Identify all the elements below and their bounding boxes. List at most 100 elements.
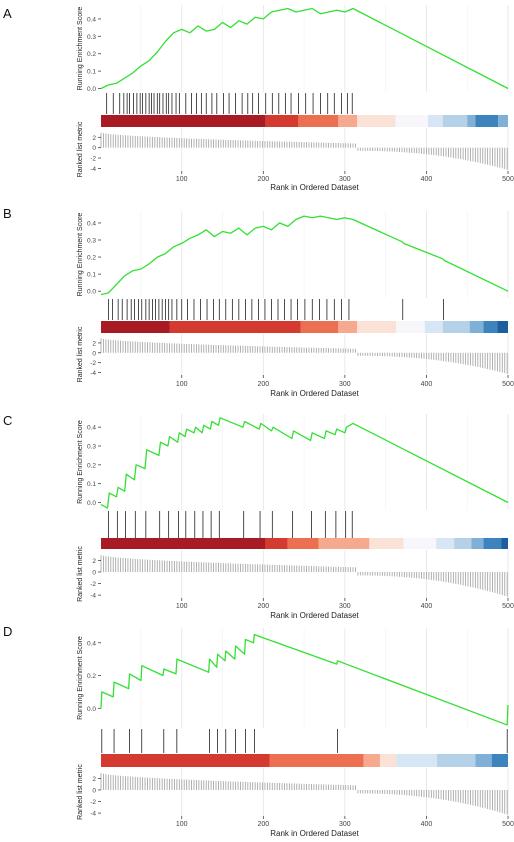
x-tick-label: 200 bbox=[257, 381, 269, 388]
y-tick-label: 0.2 bbox=[87, 255, 96, 262]
heatmap-segment bbox=[318, 538, 370, 549]
y-tick-label: 2 bbox=[92, 776, 96, 783]
heatmap-segment bbox=[497, 321, 508, 333]
heatmap-segment bbox=[265, 538, 288, 549]
x-tick-label: 400 bbox=[421, 603, 433, 610]
heatmap-segment bbox=[437, 754, 476, 767]
x-tick-label: 300 bbox=[339, 821, 351, 828]
y-tick-label: -4 bbox=[90, 593, 96, 600]
es-y-axis-label: Running Enrichment Score bbox=[77, 420, 84, 504]
x-tick-label: 400 bbox=[421, 176, 433, 183]
panel-letter: D bbox=[3, 624, 12, 639]
running-es-line bbox=[100, 7, 509, 90]
x-tick-label: 500 bbox=[502, 603, 514, 610]
panel-letter: A bbox=[3, 6, 12, 21]
y-tick-label: 0.2 bbox=[87, 462, 96, 469]
x-axis-label: Rank in Ordered Dataset bbox=[270, 389, 359, 398]
y-tick-label: -2 bbox=[90, 156, 96, 163]
heatmap-segment bbox=[101, 115, 266, 127]
heatmap-segment bbox=[483, 321, 498, 333]
heatmap-segment bbox=[442, 321, 470, 333]
es-plot-background bbox=[101, 628, 508, 728]
rank-y-axis-label: Ranked list metric bbox=[77, 546, 84, 602]
y-tick-label: -2 bbox=[90, 360, 96, 367]
x-tick-label: 500 bbox=[502, 821, 514, 828]
running-es-line bbox=[100, 633, 509, 726]
heatmap-segment bbox=[269, 754, 364, 767]
heatmap-segment bbox=[369, 538, 404, 549]
heatmap-segment bbox=[338, 321, 358, 333]
running-es-line bbox=[100, 215, 509, 296]
x-axis-label: Rank in Ordered Dataset bbox=[270, 183, 359, 192]
heatmap-segment bbox=[396, 321, 425, 333]
es-plot-background bbox=[101, 211, 508, 298]
heatmap-segment bbox=[379, 754, 397, 767]
y-tick-label: -2 bbox=[90, 581, 96, 588]
heatmap-segment bbox=[424, 321, 443, 333]
y-tick-label: 0.1 bbox=[87, 481, 96, 488]
x-tick-label: 500 bbox=[502, 381, 514, 388]
heatmap-segment bbox=[442, 115, 468, 127]
heatmap-segment bbox=[436, 538, 455, 549]
heatmap-segment bbox=[101, 321, 170, 333]
rank-heatmap-bar bbox=[101, 538, 508, 549]
heatmap-segment bbox=[338, 115, 358, 127]
panel-letter: C bbox=[3, 413, 12, 428]
y-tick-label: 0 bbox=[92, 145, 96, 152]
x-tick-label: 200 bbox=[257, 603, 269, 610]
y-tick-label: 0.0 bbox=[87, 86, 96, 93]
heatmap-segment bbox=[396, 754, 438, 767]
x-axis-label: Rank in Ordered Dataset bbox=[270, 829, 359, 838]
x-tick-label: 100 bbox=[176, 381, 188, 388]
es-y-axis-label: Running Enrichment Score bbox=[77, 213, 84, 297]
y-tick-label: -4 bbox=[90, 811, 96, 818]
heatmap-segment bbox=[101, 538, 266, 549]
panel-letter: B bbox=[3, 206, 12, 221]
es-plot: 0.0 0.1 0.2 0.3 0.4 bbox=[87, 414, 509, 510]
x-axis-label: Rank in Ordered Dataset bbox=[270, 611, 359, 620]
heatmap-segment bbox=[403, 538, 437, 549]
heatmap-segment bbox=[363, 754, 380, 767]
y-tick-label: -2 bbox=[90, 799, 96, 806]
y-tick-label: 0.0 bbox=[87, 289, 96, 296]
x-tick-label: 500 bbox=[502, 176, 514, 183]
es-plot-background bbox=[101, 414, 508, 510]
es-y-axis-label: Running Enrichment Score bbox=[77, 636, 84, 720]
heatmap-segment bbox=[287, 538, 319, 549]
heatmap-segment bbox=[498, 115, 508, 127]
heatmap-segment bbox=[169, 321, 301, 333]
rank-y-axis-label: Ranked list metric bbox=[77, 326, 84, 382]
x-tick-label: 400 bbox=[421, 821, 433, 828]
x-tick-label: 300 bbox=[339, 381, 351, 388]
y-tick-label: 0.1 bbox=[87, 272, 96, 279]
x-tick-label: 400 bbox=[421, 381, 433, 388]
rank-heatmap-bar bbox=[101, 115, 508, 127]
heatmap-segment bbox=[491, 754, 508, 767]
y-tick-label: 0.0 bbox=[87, 500, 96, 507]
y-tick-label: 0.3 bbox=[87, 34, 96, 41]
heatmap-segment bbox=[428, 115, 443, 127]
y-tick-label: 0.4 bbox=[87, 16, 96, 23]
hit-ticks bbox=[101, 729, 508, 753]
x-tick-label: 300 bbox=[339, 176, 351, 183]
heatmap-segment bbox=[357, 115, 396, 127]
x-tick-label: 200 bbox=[257, 821, 269, 828]
x-tick-label: 100 bbox=[176, 176, 188, 183]
heatmap-segment bbox=[475, 754, 492, 767]
heatmap-segment bbox=[483, 538, 502, 549]
y-tick-label: 2 bbox=[92, 135, 96, 142]
y-tick-label: 0.2 bbox=[87, 673, 96, 680]
ranked-metric-plot: 2 0 -2 -4 bbox=[90, 334, 509, 377]
heatmap-segment bbox=[101, 754, 270, 767]
heatmap-segment bbox=[475, 115, 499, 127]
x-tick-label: 100 bbox=[176, 821, 188, 828]
y-tick-label: 0.4 bbox=[87, 220, 96, 227]
rank-y-axis-label: Ranked list metric bbox=[77, 764, 84, 820]
y-tick-label: 0 bbox=[92, 569, 96, 576]
y-tick-label: 2 bbox=[92, 558, 96, 565]
